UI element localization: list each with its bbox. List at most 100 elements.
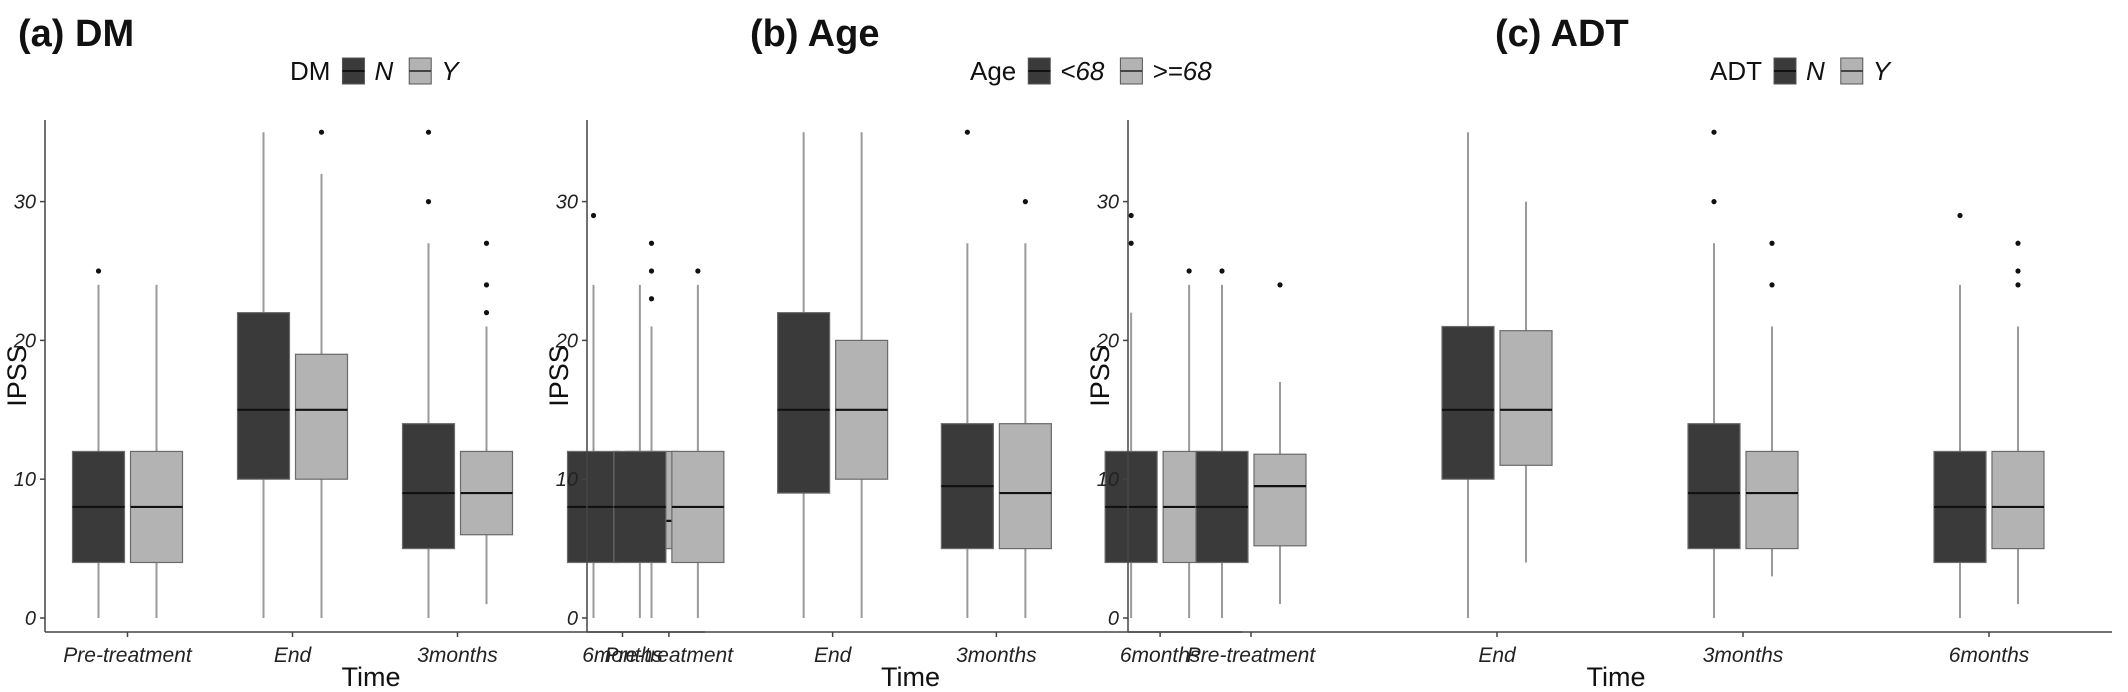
x-tick-label: Pre-treatment [605, 644, 735, 667]
outlier-point [964, 129, 970, 135]
box-body [1499, 330, 1553, 466]
box-2-3 [459, 240, 514, 605]
outlier-point [2015, 240, 2021, 246]
outlier-point [648, 268, 655, 274]
y-tick-label: 10 [556, 469, 578, 491]
box-body [777, 312, 831, 494]
outlier-point [2015, 282, 2021, 288]
legend-label: Y [1873, 56, 1892, 86]
outlier-point [425, 129, 432, 135]
legend-key-1: N [1773, 56, 1825, 86]
y-tick-label: 20 [1096, 330, 1119, 352]
box-body [1991, 450, 2045, 550]
legend: Age <68 >=68 [970, 56, 1212, 86]
box-1-1 [1195, 268, 1249, 618]
legend-key-2: >=68 [1119, 56, 1212, 86]
box-2-1 [1253, 282, 1307, 605]
box-1-2 [777, 132, 831, 618]
outlier-point [318, 129, 325, 135]
y-tick-label: 0 [567, 608, 578, 630]
legend: ADT N Y [1710, 56, 1892, 86]
legend-label: N [1806, 56, 1825, 86]
box-2-2 [1499, 201, 1553, 563]
legend-label: <68 [1060, 56, 1105, 86]
outlier-point [695, 268, 701, 274]
outlier-point [590, 212, 597, 219]
legend-key-2: Y [1840, 56, 1892, 86]
outlier-point [1128, 240, 1134, 246]
panel-label: (b) Age [750, 13, 879, 55]
outlier-point [1277, 282, 1283, 288]
legend-label: N [374, 56, 393, 86]
y-tick-label: 30 [14, 192, 36, 214]
box-2-4 [1991, 240, 2045, 605]
legend-title: DM [290, 56, 330, 86]
outlier-point [1711, 199, 1717, 205]
y-tick-label: 10 [14, 469, 36, 491]
x-tick-label: End [1478, 644, 1517, 667]
legend-key-2: Y [408, 56, 460, 86]
y-tick-label: 30 [1097, 192, 1119, 214]
x-axis-title: Time [881, 662, 940, 692]
legend-key-1: <68 [1027, 56, 1105, 86]
box-1-4 [1933, 212, 1987, 618]
box-body [1745, 450, 1799, 550]
box-body [401, 423, 456, 550]
y-axis-title: IPSS [1085, 345, 1115, 407]
x-tick-label: 3months [956, 644, 1037, 667]
box-1-4 [1104, 212, 1158, 618]
box-body [294, 353, 349, 480]
legend-key-1: N [341, 56, 393, 86]
box-body [998, 423, 1052, 550]
x-tick-label: 6months [1120, 644, 1201, 667]
box-1-2 [236, 132, 291, 618]
chart-panel-1: (a) DM DM N Y 0 10 20 30 IPSS Pre-treatment End 3mo… [2, 13, 705, 692]
x-tick-label: 6months [1949, 644, 2030, 667]
x-tick-label: Pre-treatment [63, 644, 193, 667]
box-1-2 [1441, 132, 1495, 618]
panel-label: (a) DM [18, 13, 134, 55]
y-tick-label: 10 [1097, 469, 1119, 491]
outlier-point [648, 240, 655, 246]
box-1-1 [71, 268, 126, 618]
outlier-point [2015, 268, 2021, 274]
panel-label: (c) ADT [1495, 13, 1629, 55]
box-2-1 [129, 284, 184, 618]
chart-panel-3: (c) ADT ADT N Y 0 10 20 30 IPSS Pre-treatment End 3… [1085, 13, 2112, 692]
y-axis-title: IPSS [544, 345, 574, 407]
box-1-3 [940, 129, 994, 618]
x-axis-title: Time [1587, 662, 1646, 692]
box-body [1441, 325, 1495, 480]
box-2-3 [1745, 240, 1799, 577]
box-body [236, 312, 291, 480]
box-body [1253, 453, 1307, 547]
box-2-3 [998, 199, 1052, 618]
x-axis-title: Time [342, 662, 401, 692]
outlier-point [483, 282, 490, 288]
outlier-point [1186, 268, 1192, 274]
outlier-point [1219, 268, 1225, 274]
legend: DM N Y [290, 56, 460, 86]
outlier-point [425, 199, 432, 205]
y-tick-label: 0 [1108, 608, 1119, 630]
outlier-point [95, 268, 102, 274]
box-2-2 [835, 132, 889, 618]
x-tick-label: 6months [582, 644, 663, 667]
legend-label: Y [441, 56, 460, 86]
outlier-point [1128, 212, 1134, 219]
box-body [1687, 423, 1741, 550]
box-1-3 [401, 129, 456, 618]
outlier-point [1769, 282, 1775, 288]
y-tick-label: 20 [13, 330, 36, 352]
box-2-2 [294, 129, 349, 618]
box-1-4 [566, 212, 621, 618]
legend-label: >=68 [1152, 56, 1212, 86]
box-1-1 [613, 284, 667, 618]
outlier-point [648, 296, 655, 302]
legend-title: ADT [1710, 56, 1762, 86]
outlier-point [1711, 129, 1717, 135]
x-tick-label: 3months [1703, 644, 1784, 667]
y-tick-label: 30 [556, 192, 578, 214]
y-axis-title: IPSS [2, 345, 32, 407]
